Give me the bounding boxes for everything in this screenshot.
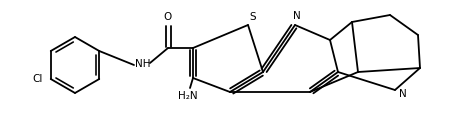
Text: NH: NH <box>135 59 151 69</box>
Text: Cl: Cl <box>33 74 43 84</box>
Text: N: N <box>399 89 407 99</box>
Text: S: S <box>250 12 256 22</box>
Text: H₂N: H₂N <box>178 91 198 101</box>
Text: N: N <box>293 11 301 21</box>
Text: O: O <box>164 12 172 22</box>
